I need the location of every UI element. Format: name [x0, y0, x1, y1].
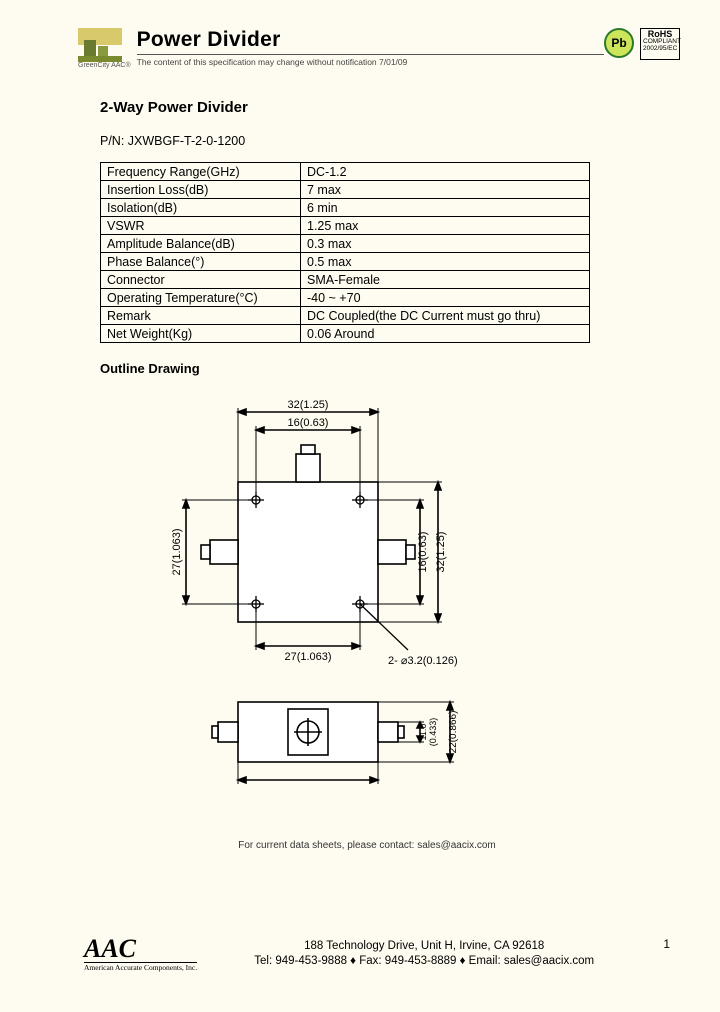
svg-text:27(1.063): 27(1.063)	[284, 651, 331, 663]
doc-title: Power Divider	[137, 28, 604, 52]
svg-text:27(1.063): 27(1.063)	[171, 528, 183, 575]
spec-table: Frequency Range(GHz)DC-1.2Insertion Loss…	[100, 162, 590, 343]
table-row: Operating Temperature(°C)-40 ~ +70	[101, 289, 590, 307]
table-row: VSWR1.25 max	[101, 217, 590, 235]
svg-text:(0.433): (0.433)	[428, 718, 438, 747]
contact-line: For current data sheets, please contact:…	[100, 840, 634, 851]
pb-icon: Pb	[604, 28, 634, 58]
svg-text:32(1.25): 32(1.25)	[288, 399, 329, 411]
svg-text:22(0.866): 22(0.866)	[448, 711, 459, 754]
greencity-logo: GreenCity AAC®	[78, 28, 131, 69]
disclaimer: The content of this specification may ch…	[137, 57, 604, 67]
aac-logo: AAC American Accurate Components, Inc.	[84, 937, 197, 972]
part-number: P/N: JXWBGF-T-2-0-1200	[100, 134, 634, 148]
table-row: Phase Balance(°)0.5 max	[101, 253, 590, 271]
table-row: ConnectorSMA-Female	[101, 271, 590, 289]
svg-text:16(0.63): 16(0.63)	[288, 417, 329, 429]
content: 2-Way Power Divider P/N: JXWBGF-T-2-0-12…	[0, 79, 720, 851]
svg-text:11.0: 11.0	[418, 724, 428, 741]
table-row: Frequency Range(GHz)DC-1.2	[101, 163, 590, 181]
footer: AAC American Accurate Components, Inc. 1…	[0, 937, 720, 972]
table-row: Insertion Loss(dB)7 max	[101, 181, 590, 199]
rohs-icon: RoHS COMPLIANT 2002/95/EC	[640, 28, 680, 60]
header: GreenCity AAC® Power Divider The content…	[0, 0, 720, 79]
table-row: Net Weight(Kg)0.06 Around	[101, 325, 590, 343]
svg-text:32(1.25): 32(1.25)	[435, 532, 447, 573]
logo-block: GreenCity AAC®	[78, 28, 131, 69]
table-row: Amplitude Balance(dB)0.3 max	[101, 235, 590, 253]
table-row: Isolation(dB)6 min	[101, 199, 590, 217]
table-row: RemarkDC Coupled(the DC Current must go …	[101, 307, 590, 325]
svg-text:16(0.63): 16(0.63)	[417, 532, 429, 573]
outline-title: Outline Drawing	[100, 361, 634, 376]
logo-caption: GreenCity AAC®	[78, 62, 131, 69]
svg-text:2- ⌀3.2(0.126): 2- ⌀3.2(0.126)	[388, 655, 458, 667]
page-number: 1	[663, 937, 670, 951]
section-title: 2-Way Power Divider	[100, 99, 634, 116]
outline-drawing: 32(1.25) 16(0.63) 32(1.25) 16	[88, 392, 588, 800]
footer-address: 188 Technology Drive, Unit H, Irvine, CA…	[185, 939, 663, 970]
